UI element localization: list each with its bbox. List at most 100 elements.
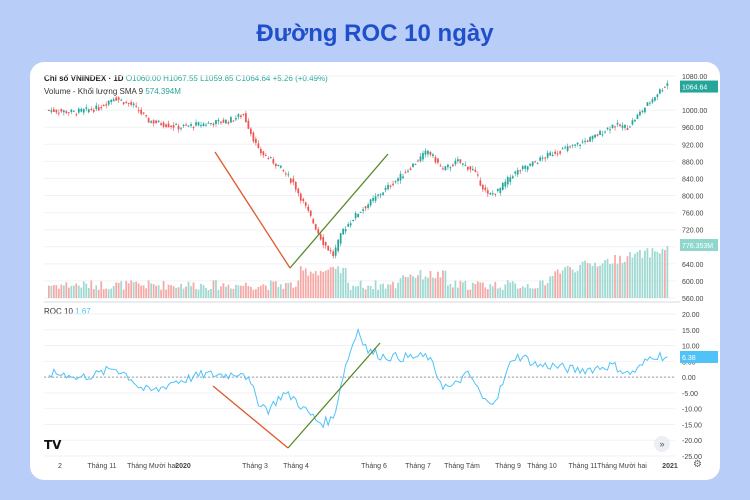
volume-bar <box>554 271 557 298</box>
candle-body <box>240 115 242 117</box>
volume-bar <box>70 285 73 298</box>
candle-body <box>571 144 574 146</box>
volume-bar <box>654 251 656 298</box>
volume-bar <box>294 286 297 298</box>
candle-body <box>302 198 305 202</box>
candle-body <box>274 163 277 167</box>
volume-bar <box>329 267 332 298</box>
candle-body <box>97 107 100 111</box>
volume-bar <box>82 281 85 298</box>
volume-bar <box>447 285 449 298</box>
volume-bar <box>152 284 155 298</box>
candle-body <box>334 247 337 256</box>
price-axis-label: 800.00 <box>682 194 704 201</box>
candle-body <box>220 121 222 123</box>
candle-body <box>564 147 566 149</box>
x-axis-label: 2 <box>58 463 62 470</box>
candle-body <box>491 193 494 195</box>
candle-body <box>519 170 522 172</box>
volume-bar <box>222 283 225 298</box>
volume-label[interactable]: Volume - Khối lượng SMA 9 <box>44 87 144 96</box>
volume-bar <box>514 283 517 298</box>
candle-body <box>329 250 332 252</box>
x-axis-label: Tháng 10 <box>527 463 557 470</box>
volume-bar <box>142 285 145 298</box>
roc-label[interactable]: ROC 10 <box>44 307 73 316</box>
candle-body <box>117 97 120 100</box>
volume-bar <box>561 270 564 298</box>
volume-bar <box>297 280 300 298</box>
volume-bar <box>394 288 397 298</box>
candle-body <box>267 158 270 160</box>
candle-body <box>284 173 287 175</box>
candle-body <box>222 119 225 123</box>
candle-body <box>659 89 661 94</box>
candle-body <box>122 102 125 105</box>
volume-bar <box>327 269 330 298</box>
volume-bar <box>235 284 237 298</box>
candle-body <box>476 174 479 176</box>
volume-bar <box>506 280 509 298</box>
volume-bar <box>67 287 70 298</box>
volume-bar <box>636 251 639 298</box>
candle-body <box>589 137 591 142</box>
volume-bar <box>259 285 262 298</box>
volume-bar <box>162 280 165 298</box>
volume-bar <box>631 257 634 298</box>
volume-bar <box>312 273 315 298</box>
scroll-forward-icon[interactable]: » <box>654 436 670 452</box>
volume-bar <box>344 267 347 298</box>
candle-body <box>576 142 579 145</box>
candle-body <box>357 213 359 218</box>
volume-bar <box>434 278 437 298</box>
candle-body <box>52 109 55 112</box>
candle-body <box>457 159 459 162</box>
candle-body <box>112 99 115 102</box>
volume-bar <box>474 284 477 298</box>
volume-bar <box>546 283 549 298</box>
candle-body <box>55 109 58 113</box>
volume-bar <box>614 254 616 298</box>
volume-bar <box>646 248 649 298</box>
volume-bar <box>57 288 60 298</box>
candle-body <box>160 123 162 125</box>
volume-bar <box>50 285 53 298</box>
volume-bar <box>190 286 192 298</box>
volume-bar <box>242 285 245 298</box>
volume-bar <box>225 286 227 298</box>
chart-canvas[interactable]: 1080.00 1000.00 960.00 920.00 880.00 840.00 80… <box>30 62 720 480</box>
volume-bar <box>586 263 589 298</box>
candle-body <box>546 152 549 158</box>
candle-body <box>62 110 65 113</box>
candle-body <box>105 104 108 106</box>
volume-bar <box>491 286 494 298</box>
volume-bar <box>616 263 619 298</box>
settings-icon[interactable]: ⚙ <box>693 459 702 470</box>
volume-bar <box>604 260 606 298</box>
volume-bar <box>277 287 280 298</box>
chart-card: Chỉ số VNINDEX · 1D O1060.00 H1067.55 L1… <box>30 62 720 480</box>
volume-bar <box>626 256 629 298</box>
candle-body <box>217 119 220 122</box>
candle-body <box>444 166 447 171</box>
volume-bar <box>165 289 167 298</box>
volume-bar <box>55 285 58 298</box>
candle-body <box>494 193 497 195</box>
candle-body <box>304 202 307 206</box>
candle-body <box>157 120 160 123</box>
candle-body <box>210 122 212 124</box>
price-axis-label: 600.00 <box>682 279 704 286</box>
volume-bar <box>187 281 190 298</box>
candle-body <box>521 166 524 170</box>
candle-body <box>404 172 407 174</box>
volume-bar <box>476 281 479 298</box>
volume-bar <box>307 275 310 298</box>
candle-body <box>384 187 387 191</box>
symbol-label[interactable]: Chỉ số VNINDEX · 1D <box>44 74 124 83</box>
volume-bar <box>289 282 292 298</box>
candle-body <box>80 108 83 112</box>
volume-bar <box>581 261 584 298</box>
volume-bar <box>177 287 180 298</box>
candle-body <box>641 110 644 113</box>
volume-bar <box>65 282 68 298</box>
